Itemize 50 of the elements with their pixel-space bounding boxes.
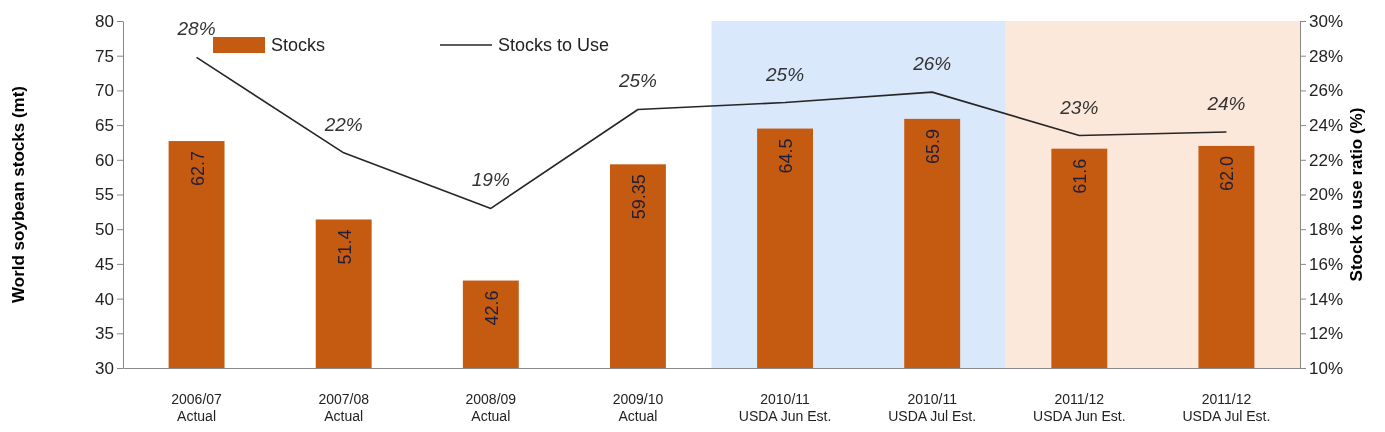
y2-tick-label: 14% (1309, 289, 1344, 309)
data-label: 51.4 (334, 229, 355, 265)
y2-tick-label: 28% (1309, 46, 1344, 66)
data-label: 19% (471, 169, 510, 191)
y2-tick-label: 20% (1309, 185, 1344, 205)
data-label: 42.6 (481, 290, 502, 326)
data-label: 28% (176, 18, 216, 40)
data-label: 25% (617, 70, 658, 92)
data-label: 24% (1206, 93, 1246, 115)
y-tick-label: 80 (95, 11, 114, 31)
data-label: 62.7 (187, 151, 208, 187)
y2-tick-label: 26% (1309, 81, 1344, 101)
y2-tick-label: 10% (1309, 358, 1344, 378)
y-tick-label: 45 (95, 254, 114, 274)
data-label: 64.5 (776, 138, 797, 174)
y2-tick-label: 18% (1309, 220, 1344, 240)
x-tick-label: 2010/11 USDA Jun Est. (738, 391, 832, 424)
y-tick-label: 30 (95, 358, 114, 378)
x-tick-label: 2010/11 USDA Jul Est. (888, 391, 977, 424)
x-tick-label: 2011/12 USDA Jun Est. (1033, 391, 1126, 424)
data-label: 61.6 (1070, 158, 1091, 194)
data-label: 59.35 (628, 174, 649, 220)
legend-label: Stocks (271, 35, 326, 55)
y2-tick-label: 22% (1309, 150, 1344, 170)
data-label: 62.0 (1217, 155, 1238, 191)
y-tick-label: 40 (95, 289, 114, 309)
y-tick-label: 50 (95, 220, 114, 240)
y2-tick-label: 30% (1309, 11, 1344, 31)
y-tick-label: 70 (95, 81, 114, 101)
data-label: 65.9 (923, 128, 944, 164)
y-tick-label: 75 (95, 46, 114, 66)
x-tick-label: 2008/09 Actual (465, 391, 517, 424)
y-tick-label: 60 (95, 150, 114, 170)
y-tick-label: 55 (95, 185, 114, 205)
y-tick-label: 35 (95, 324, 114, 344)
y-axis-title: World soybean stocks (mt) (9, 86, 28, 303)
data-label: 23% (1059, 96, 1099, 118)
data-label: 22% (323, 113, 363, 135)
x-tick-label: 2011/12 USDA Jul Est. (1182, 391, 1271, 424)
x-tick-label: 2009/10 Actual (612, 391, 664, 424)
x-tick-label: 2006/07 Actual (171, 391, 223, 424)
y2-tick-label: 16% (1309, 254, 1344, 274)
y-tick-label: 65 (95, 116, 114, 136)
y2-tick-label: 24% (1309, 116, 1344, 136)
data-label: 26% (912, 53, 952, 75)
data-label: 25% (765, 63, 805, 85)
y2-tick-label: 12% (1309, 324, 1344, 344)
y2-axis-title: Stock to use ratio (%) (1347, 107, 1366, 282)
x-tick-label: 2007/08 Actual (318, 391, 370, 424)
legend-label: Stocks to Use (498, 35, 610, 55)
